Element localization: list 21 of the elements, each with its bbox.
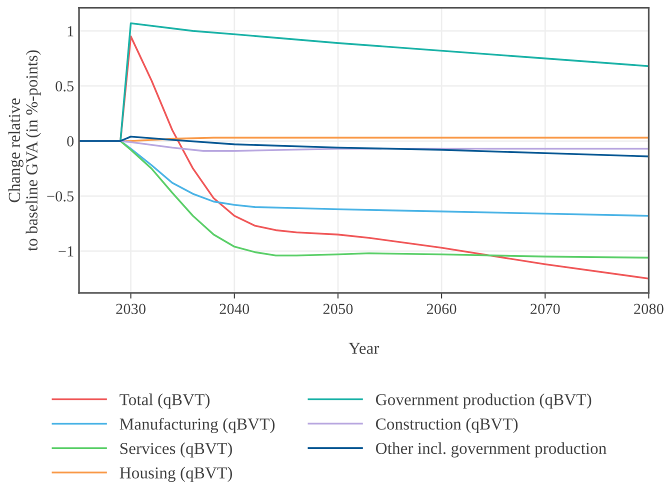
x-tick-label: 2070 [530,304,560,314]
x-axis-title: Year [348,342,380,354]
x-tick-label: 2040 [220,304,250,314]
legend-label: Manufacturing (qBVT) [120,418,275,434]
legend-label: Other incl. government production [376,442,606,458]
y-tick-label: 1 [68,26,74,36]
legend-label: Housing (qBVT) [120,466,232,482]
y-tick-label: 0 [67,136,74,146]
x-tick-label: 2030 [116,304,146,314]
x-tick-label: 2050 [323,304,353,314]
x-tick-label: 2080 [634,304,664,314]
legend-label: Government production (qBVT) [376,394,592,409]
legend-label: Services (qBVT) [120,442,232,458]
line-series [79,136,649,158]
y-axis-title: Change relative to baseline GVA (in %-points) [8,50,41,251]
legend-label: Total (qBVT) [120,394,210,409]
y-tick-label: 0.5 [56,81,74,92]
y-tick-label: −0.5 [47,191,74,202]
y-tick-label: −1 [58,246,74,256]
x-tick-label: 2060 [426,304,456,314]
legend-label: Construction (qBVT) [376,418,518,434]
